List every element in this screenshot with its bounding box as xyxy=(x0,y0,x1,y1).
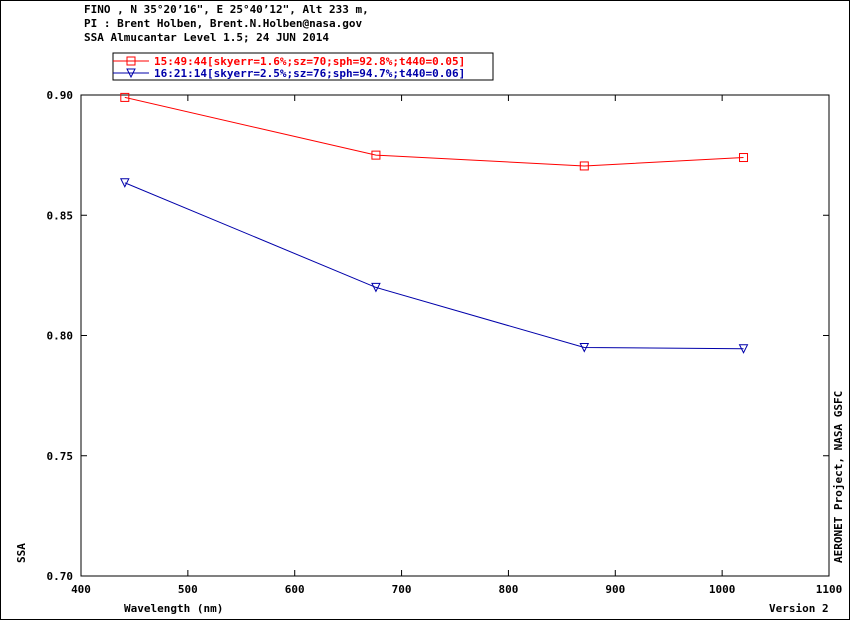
data-point-series-1 xyxy=(579,161,589,171)
y-tick-label: 0.80 xyxy=(47,330,74,343)
y-tick-label: 0.75 xyxy=(47,450,74,463)
data-point-series-2 xyxy=(371,282,381,293)
legend-marker-2 xyxy=(126,68,136,79)
y-tick-label: 0.90 xyxy=(47,89,74,102)
header-line2: PI : Brent Holben, Brent.N.Holben@nasa.g… xyxy=(84,17,363,30)
x-tick-label: 800 xyxy=(498,583,518,596)
version-label: Version 2 xyxy=(769,602,829,615)
x-axis-label: Wavelength (nm) xyxy=(124,602,223,615)
data-point-series-1 xyxy=(739,153,749,163)
x-tick-label: 400 xyxy=(71,583,91,596)
data-point-series-2 xyxy=(120,178,130,188)
legend-entry-1: 15:49:44[skyerr=1.6%;sz=70;sph=92.8%;t44… xyxy=(154,55,465,68)
x-tick-label: 1000 xyxy=(709,583,736,596)
y-axis-label: SSA xyxy=(15,543,28,563)
y-tick-label: 0.70 xyxy=(47,570,74,583)
header-line3: SSA Almucantar Level 1.5; 24 JUN 2014 xyxy=(84,31,329,44)
plot-area xyxy=(80,94,830,577)
legend-box xyxy=(112,52,494,81)
data-point-series-2 xyxy=(738,344,749,354)
x-tick-label: 500 xyxy=(178,583,198,596)
x-tick-label: 600 xyxy=(285,583,305,596)
header-line1: FINO , N 35°20’16", E 25°40’12", Alt 233… xyxy=(84,3,369,16)
x-tick-label: 900 xyxy=(605,583,625,596)
y-tick-label: 0.85 xyxy=(47,209,74,222)
data-point-series-2 xyxy=(579,343,590,353)
side-label: AERONET Project, NASA GSFC xyxy=(832,391,845,563)
series-line-2 xyxy=(124,182,744,350)
data-point-series-1 xyxy=(371,150,381,160)
series-line-1 xyxy=(124,96,744,167)
legend-entry-2: 16:21:14[skyerr=2.5%;sz=76;sph=94.7%;t44… xyxy=(154,67,465,80)
x-tick-label: 700 xyxy=(392,583,412,596)
data-point-series-1 xyxy=(120,92,130,102)
legend-marker-1 xyxy=(126,56,136,66)
x-tick-label: 1100 xyxy=(816,583,843,596)
